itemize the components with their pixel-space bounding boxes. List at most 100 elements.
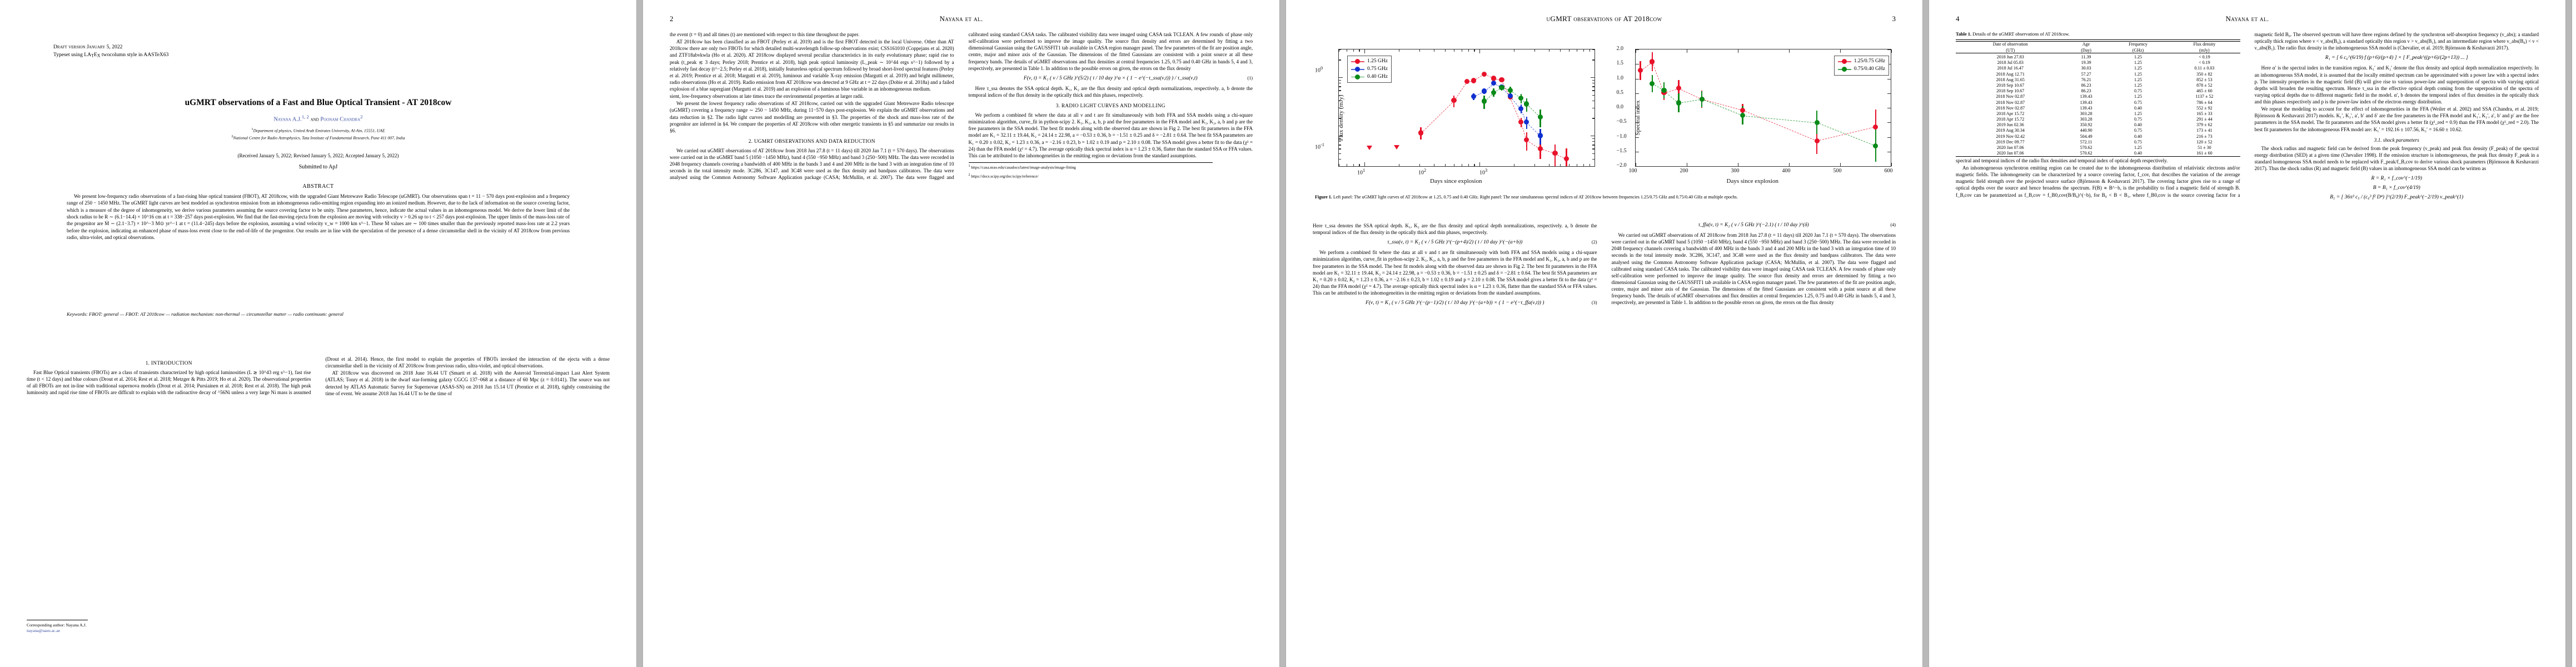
data-point (1873, 143, 1879, 148)
table-row: 2019 Dec 09.77 572.11 0.75 120 ± 52 (1956, 139, 2240, 145)
series-connector (1816, 122, 1876, 147)
data-point (1740, 107, 1746, 113)
table-row: 2018 Jun 27.83 11.39 1.25 < 0.19 (1956, 54, 2240, 59)
equation-2: τ_ssa(ν, t) = K₂ ( ν / 5 GHz )^(−(p+4)/2… (1387, 240, 1597, 246)
table-row: 2019 Jun 02.36 350.92 0.40 379 ± 62 (1956, 122, 2240, 128)
legend-swatch-125 (1351, 59, 1364, 64)
axis-tick (1592, 141, 1595, 142)
axis-tick (1339, 166, 1341, 167)
table-cell: 2019 Nov 02.42 (1996, 133, 2025, 139)
table-body: 2018 Jun 27.83 11.39 1.25 < 0.19 2018 Jul 05… (1956, 54, 2240, 157)
data-point (1552, 151, 1558, 156)
table-cell: 19.39 (2081, 60, 2091, 66)
table-cell: 0.75 (2134, 99, 2142, 105)
table-1-caption: Table 1. Details of the uGMRT observatio… (1956, 32, 2070, 37)
data-point (1524, 137, 1529, 143)
axis-tick (1887, 137, 1891, 138)
submitted-to: Submitted to ApJ (298, 164, 338, 170)
axis-tick (1534, 164, 1535, 166)
table-cell: 2018 Aug 31.65 (1996, 77, 2025, 82)
xtick-label: 400 (1782, 168, 1791, 174)
table-cell: 76.21 (2081, 77, 2091, 82)
xtick-label: 100 (1628, 168, 1637, 174)
axis-tick (1592, 79, 1595, 81)
table-cell: 570.62 (2080, 145, 2092, 150)
table-cell: 2018 Nov 02.87 (1996, 99, 2025, 105)
axis-tick (1583, 164, 1585, 166)
col-header: Age (2082, 42, 2090, 47)
paragraph: We perform a combined fit where the data… (968, 112, 1253, 158)
table-cell: 379 ± 62 (2196, 122, 2213, 128)
light-curve-ylabel: Flux density (mJy) (1338, 94, 1344, 141)
running-head: uGMRT observations of AT 2018cow (2572, 14, 2576, 23)
axis-tick (1592, 148, 1595, 150)
data-point (1873, 124, 1879, 130)
axis-tick (1339, 59, 1341, 61)
col-header: Flux density (2193, 42, 2216, 47)
table-cell: 2018 Sep 10.67 (1996, 88, 2025, 94)
page-3: uGMRT observations of AT 2018cow 3 Flux … (1286, 0, 1922, 667)
paragraph: An inhomogeneous synchrotron emitting re… (1956, 32, 2539, 198)
axis-tick (1887, 93, 1891, 94)
ytick-label: −1.5 (1616, 147, 1627, 154)
legend-swatch-040 (1351, 74, 1364, 79)
data-point (1481, 98, 1487, 104)
table-cell: 1.25 (2134, 60, 2142, 66)
table-cell: 2018 Sep 10.67 (1996, 82, 2025, 88)
running-head: Nayana et al. (2225, 14, 2269, 23)
data-point (1481, 88, 1487, 94)
data-point (1563, 156, 1569, 162)
axis-tick (1559, 164, 1561, 166)
axis-tick (1788, 49, 1790, 53)
data-point (1524, 101, 1529, 107)
corresponding-email[interactable]: nayana@uaeu.ac.ae (27, 628, 61, 633)
spectral-index-xlabel: Days since explosion (1726, 178, 1778, 185)
draft-version-block: Draft version January 5, 2022 Typeset us… (53, 43, 168, 59)
axis-tick (1559, 49, 1561, 52)
table-cell: 1137 ± 52 (2195, 94, 2214, 99)
xtick-label: 300 (1731, 168, 1740, 174)
page2-columns: the event (t = 0) and all times (t) are … (670, 31, 1253, 655)
axis-tick (1887, 166, 1891, 167)
table-rule (1956, 39, 2240, 42)
paragraph: spectral and temporal indices of the rad… (1956, 157, 2168, 163)
data-point (1464, 78, 1470, 84)
abstract-heading: ABSTRACT (302, 183, 334, 190)
axis-tick (1339, 153, 1341, 154)
axis-tick (1592, 166, 1595, 167)
equation-R: R = R₁ × f_cov^(−1/19) (2371, 176, 2422, 182)
footnote: 2 https://docs.scipy.org/doc/scipy/refer… (968, 173, 1039, 179)
paragraph: Fast Blue Optical transients (FBOTs) are… (27, 356, 610, 396)
axis-tick (1479, 162, 1481, 166)
equation-R1: R₁ = [ 6 c₆^(6/19) f (p+6)/(p+4) ] × [ F… (2325, 55, 2468, 61)
figure-1-panels: Flux density (mJy) Days since explosion … (1313, 31, 1896, 192)
table-cell: 572.11 (2080, 139, 2092, 145)
axis-tick (1419, 164, 1420, 166)
axis-tick (1592, 59, 1595, 61)
page3-columns: Here τ_ssa denotes the SSA optical depth… (1313, 222, 1896, 655)
author-1-affil: 1, 2 (301, 114, 309, 120)
data-point (1418, 130, 1424, 136)
axis-tick (1364, 49, 1366, 53)
data-point (1814, 138, 1820, 143)
data-point (1537, 146, 1543, 151)
data-point (1507, 93, 1513, 99)
col-header: Frequency (2129, 42, 2148, 47)
table-cell: 2020 Jan 07.06 (1996, 145, 2024, 150)
abstract-body: We present low-frequency radio observati… (67, 193, 570, 241)
data-point (1471, 93, 1477, 99)
folio: 2 (670, 14, 674, 23)
panel-spectral-index: 100 200 300 400 500 600 −2.0 −1.5 −1.0 −0.5 0.0 0.5… (1610, 31, 1896, 192)
table-cell: 0.75 (2134, 128, 2142, 133)
table-cell: 86.23 (2081, 82, 2091, 88)
table-cell: 139.43 (2080, 94, 2092, 99)
xtick-label: 200 (1680, 168, 1688, 174)
table-row: 2018 Sep 10.67 86.23 1.25 878 ± 52 (1956, 82, 2240, 88)
upper-limit-marker (1366, 145, 1372, 150)
table-cell: 303.28 (2080, 111, 2092, 116)
equation-B: B = B₁ × f_cov^(4/19) (2373, 185, 2420, 191)
axis-tick (1468, 49, 1469, 52)
paragraph: AT 2018cow was discovered on 2018 June 1… (325, 370, 610, 396)
table-cell: 2019 Jun 02.36 (1996, 122, 2024, 128)
spectral-index-ylabel: Spectral index (1634, 100, 1641, 136)
